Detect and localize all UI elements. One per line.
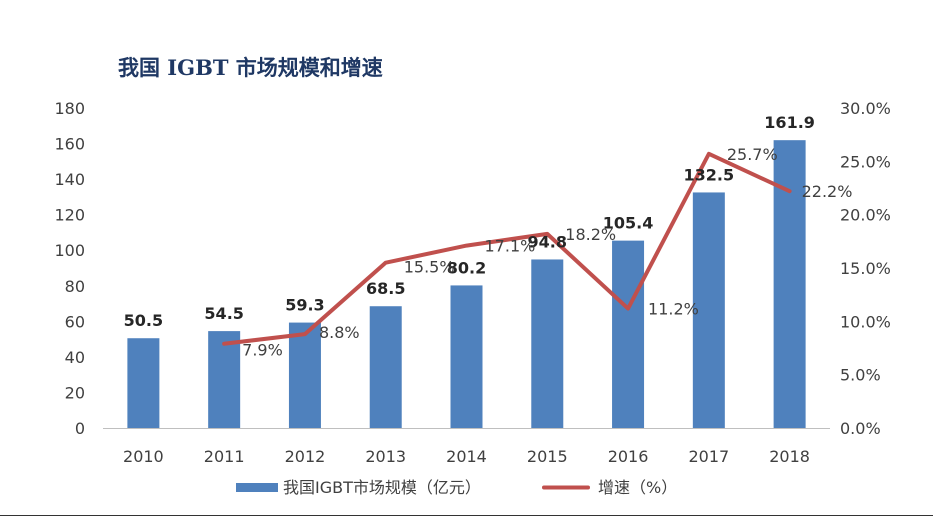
legend-bar-swatch bbox=[236, 483, 278, 492]
bar-data-label: 68.5 bbox=[366, 279, 405, 298]
bar-data-label: 80.2 bbox=[447, 258, 486, 277]
x-tick-label: 2013 bbox=[365, 447, 406, 466]
y-right-tick-label: 10.0% bbox=[840, 312, 891, 331]
growth-line bbox=[222, 151, 792, 346]
bar bbox=[531, 259, 564, 428]
line-data-label: 22.2% bbox=[802, 182, 853, 201]
y-right-tick-label: 15.0% bbox=[840, 259, 891, 278]
y-right-tick-label: 20.0% bbox=[840, 206, 891, 225]
x-tick-label: 2017 bbox=[688, 447, 729, 466]
x-tick-label: 2012 bbox=[285, 447, 326, 466]
x-tick-label: 2015 bbox=[527, 447, 568, 466]
bar bbox=[127, 338, 160, 428]
x-tick-label: 2014 bbox=[446, 447, 487, 466]
y-right-tick-label: 25.0% bbox=[840, 152, 891, 171]
line-data-label: 17.1% bbox=[485, 237, 536, 256]
y-left-tick-label: 120 bbox=[54, 206, 85, 225]
bar bbox=[208, 331, 241, 428]
bar bbox=[369, 306, 402, 428]
bar bbox=[692, 192, 725, 428]
line-data-label: 15.5% bbox=[404, 258, 455, 277]
line-data-label: 8.8% bbox=[319, 323, 360, 342]
line-data-label: 11.2% bbox=[648, 300, 699, 319]
y-left-tick-label: 180 bbox=[54, 99, 85, 118]
bar-data-label: 54.5 bbox=[204, 304, 243, 323]
line-data-label: 18.2% bbox=[565, 225, 616, 244]
bar-data-label: 94.8 bbox=[528, 232, 567, 251]
line-data-label: 7.9% bbox=[242, 341, 283, 360]
bar-data-label: 105.4 bbox=[603, 214, 654, 233]
x-tick-label: 2011 bbox=[204, 447, 245, 466]
legend-bar-label: 我国IGBT市场规模（亿元） bbox=[283, 478, 481, 497]
y-left-tick-label: 40 bbox=[65, 348, 85, 367]
bar bbox=[612, 240, 645, 428]
x-tick-label: 2018 bbox=[769, 447, 810, 466]
bar-data-label: 132.5 bbox=[684, 165, 735, 184]
y-left-tick-label: 60 bbox=[65, 312, 85, 331]
x-tick-label: 2010 bbox=[123, 447, 164, 466]
y-right-tick-label: 0.0% bbox=[840, 419, 881, 438]
bar-data-label: 59.3 bbox=[285, 296, 324, 315]
bar bbox=[450, 285, 483, 428]
bar-data-label: 50.5 bbox=[124, 311, 163, 330]
line-data-label: 25.7% bbox=[727, 145, 778, 164]
y-left-tick-label: 20 bbox=[65, 383, 85, 402]
bar bbox=[288, 322, 321, 428]
y-left-tick-label: 140 bbox=[54, 170, 85, 189]
y-right-tick-label: 30.0% bbox=[840, 99, 891, 118]
y-right-tick-label: 5.0% bbox=[840, 366, 881, 385]
bottom-divider bbox=[0, 515, 933, 516]
y-left-tick-label: 80 bbox=[65, 277, 85, 296]
legend-line-label: 增速（%） bbox=[598, 478, 677, 497]
y-left-tick-label: 160 bbox=[54, 135, 85, 154]
chart-title: 我国 IGBT 市场规模和增速 bbox=[118, 55, 383, 80]
x-tick-label: 2016 bbox=[608, 447, 649, 466]
bar-data-label: 161.9 bbox=[764, 113, 815, 132]
y-left-tick-label: 100 bbox=[54, 241, 85, 260]
y-left-tick-label: 0 bbox=[75, 419, 85, 438]
